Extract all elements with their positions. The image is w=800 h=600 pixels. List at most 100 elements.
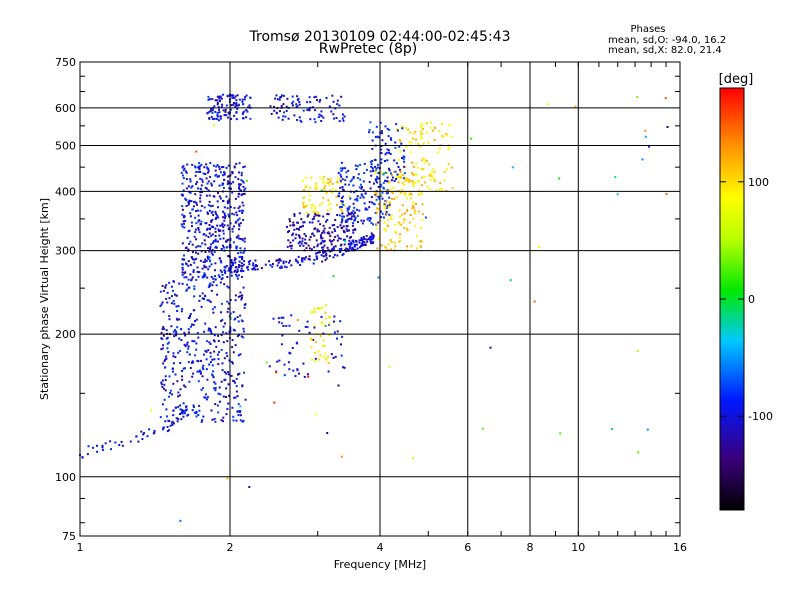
data-point <box>439 182 442 185</box>
data-point <box>189 313 192 315</box>
data-point <box>298 329 301 332</box>
data-point <box>272 263 274 265</box>
data-point <box>390 218 393 221</box>
data-point <box>394 230 397 233</box>
data-point <box>354 219 357 221</box>
data-point <box>406 229 409 232</box>
data-point <box>419 226 422 229</box>
data-point <box>223 283 226 286</box>
data-point <box>342 238 345 241</box>
data-point <box>182 402 185 405</box>
data-point <box>238 333 240 336</box>
data-point <box>288 218 291 221</box>
data-point <box>332 256 335 259</box>
data-point <box>200 359 202 362</box>
data-point <box>238 185 241 188</box>
data-point <box>340 181 342 184</box>
data-point <box>109 440 112 443</box>
data-point <box>392 186 395 189</box>
data-point <box>227 180 230 183</box>
data-point <box>217 334 219 337</box>
data-point <box>240 335 243 338</box>
data-point <box>241 100 244 103</box>
data-point <box>385 246 387 249</box>
data-point <box>374 165 377 168</box>
data-point <box>185 171 188 174</box>
data-point <box>429 121 432 124</box>
data-point <box>216 404 219 407</box>
data-point <box>226 477 229 480</box>
data-point <box>241 256 244 258</box>
data-point <box>286 225 288 228</box>
data-point <box>385 200 388 203</box>
data-point <box>307 375 310 378</box>
data-point <box>398 236 401 239</box>
data-point <box>323 227 326 230</box>
data-point <box>417 167 420 169</box>
data-point <box>399 140 402 143</box>
data-point <box>191 375 194 378</box>
data-point <box>184 197 187 200</box>
data-point <box>220 302 223 305</box>
data-point <box>298 372 300 375</box>
data-point <box>202 261 205 263</box>
data-point <box>237 207 240 210</box>
x-tick-label: 1 <box>77 541 84 554</box>
data-point <box>226 408 229 410</box>
data-point <box>417 193 420 196</box>
data-point <box>383 160 386 162</box>
data-point <box>209 328 212 331</box>
data-point <box>371 167 374 170</box>
data-point <box>243 260 246 263</box>
data-point <box>189 240 192 243</box>
data-point <box>328 239 331 242</box>
data-point <box>322 215 325 218</box>
data-point <box>225 332 228 335</box>
data-point <box>314 121 317 124</box>
data-point <box>445 189 448 192</box>
data-point <box>313 210 316 213</box>
data-point <box>279 259 282 262</box>
data-point <box>231 339 234 341</box>
data-point <box>231 212 234 215</box>
y-tick-label: 300 <box>55 245 76 258</box>
data-point <box>420 125 423 128</box>
data-point <box>314 360 317 363</box>
data-point <box>180 171 183 174</box>
data-point <box>313 215 316 218</box>
data-point <box>218 108 220 111</box>
data-point <box>282 316 285 319</box>
data-point <box>230 117 233 120</box>
data-point <box>225 195 228 198</box>
data-point <box>558 177 561 180</box>
data-point <box>326 219 329 222</box>
data-point <box>211 109 214 112</box>
data-point <box>288 351 291 354</box>
data-point <box>289 259 291 262</box>
data-point <box>422 142 425 145</box>
data-point <box>205 358 208 361</box>
data-point <box>178 337 181 340</box>
data-point <box>404 166 407 169</box>
data-point <box>380 171 383 174</box>
data-point <box>222 232 225 235</box>
data-point <box>225 166 228 169</box>
data-point <box>237 195 240 198</box>
data-point <box>233 166 236 169</box>
data-point <box>377 195 380 198</box>
data-point <box>379 121 382 124</box>
data-point <box>214 382 217 385</box>
data-point <box>375 170 378 173</box>
data-point <box>384 229 387 232</box>
data-point <box>378 175 381 178</box>
data-point <box>389 187 392 190</box>
data-point <box>268 260 270 263</box>
data-point <box>240 298 243 301</box>
data-point <box>222 200 225 203</box>
data-point <box>231 346 234 349</box>
data-point <box>194 166 197 169</box>
data-point <box>224 214 226 217</box>
data-point <box>408 181 411 184</box>
data-point <box>313 234 316 237</box>
y-tick-label: 750 <box>55 56 76 69</box>
